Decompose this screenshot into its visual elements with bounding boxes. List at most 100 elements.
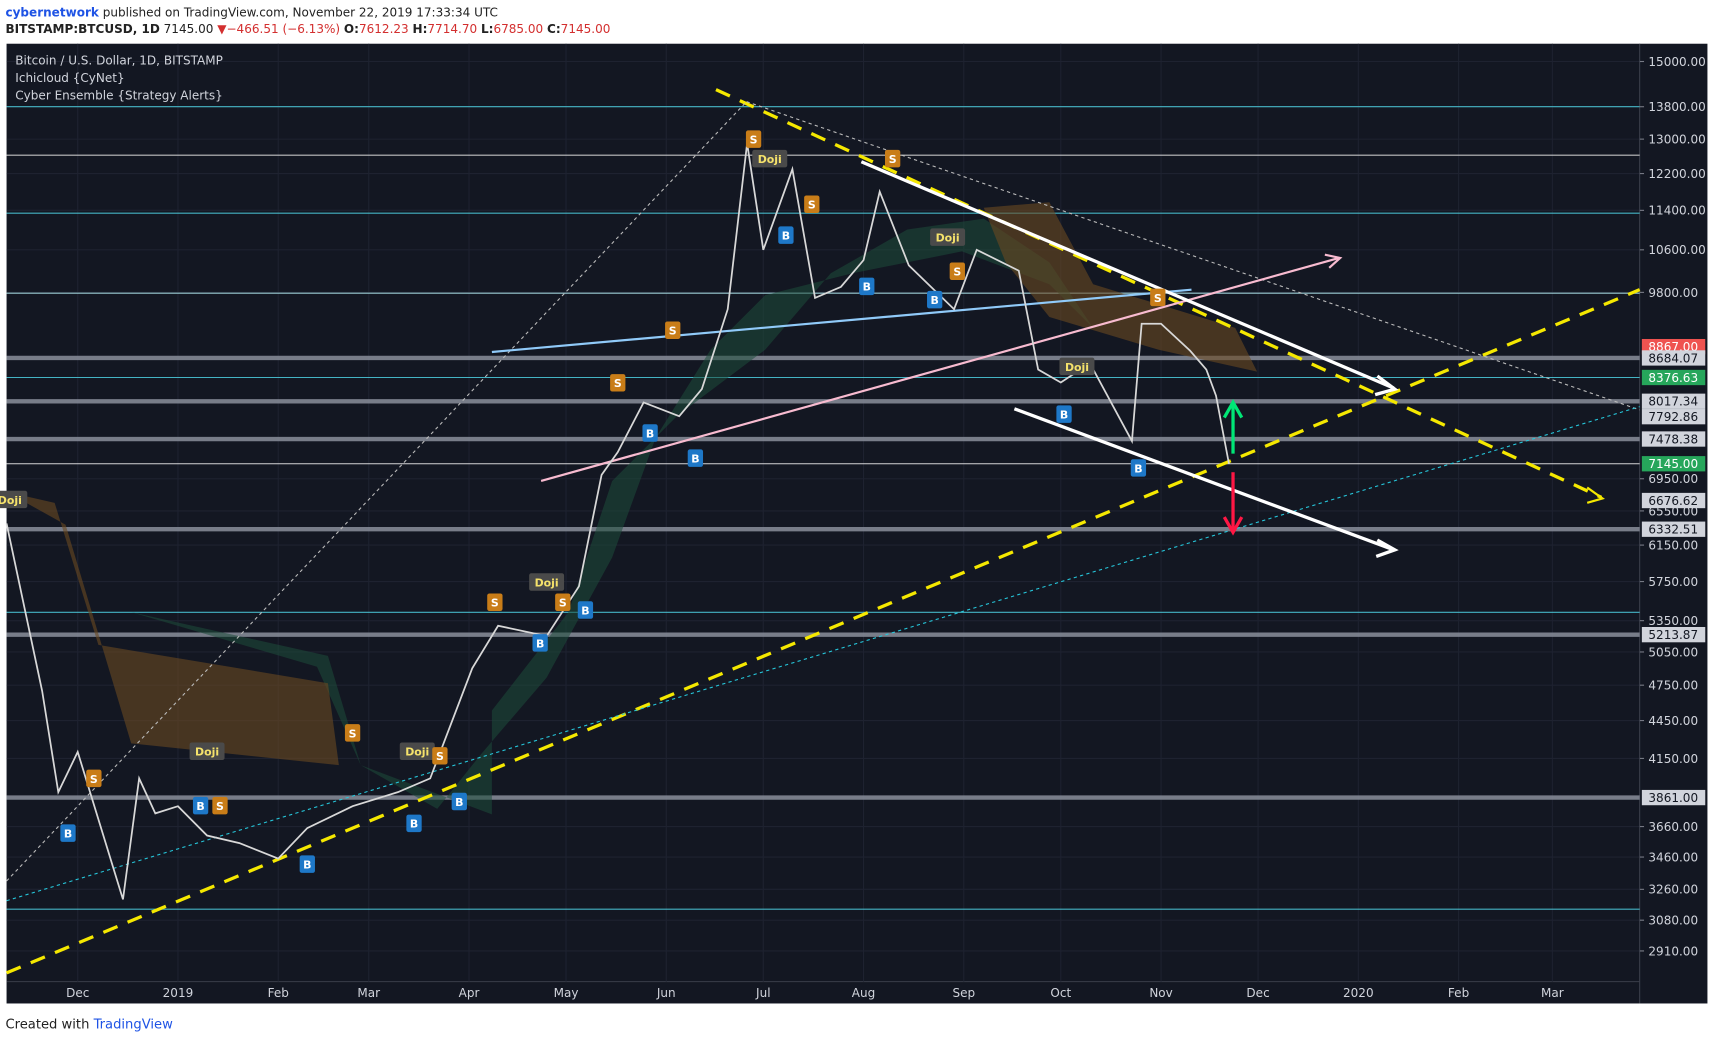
- price-tag: [1641, 350, 1706, 366]
- signal-badge: [752, 149, 788, 168]
- footer: Created with TradingView: [5, 1017, 172, 1032]
- c-label: C:: [547, 21, 561, 37]
- signal-badge: [212, 796, 228, 815]
- signal-label: Doji: [405, 746, 429, 759]
- signal-label: B: [782, 230, 790, 243]
- signal-badge: [555, 593, 571, 611]
- price-tag: [1641, 393, 1706, 409]
- signal-label: S: [669, 325, 677, 338]
- y-tick-label: 3260.00: [1648, 883, 1698, 897]
- arrow: ▼: [217, 21, 227, 37]
- y-tick-label: 11400.00: [1648, 204, 1705, 218]
- arrow-head: [1586, 486, 1605, 504]
- channel-line: [860, 160, 1395, 390]
- signal-label: S: [90, 773, 98, 786]
- signal-label: B: [64, 828, 72, 841]
- signal-label: S: [889, 153, 897, 166]
- signal-badge: [432, 747, 448, 765]
- y-tick-label: 5750.00: [1648, 575, 1698, 589]
- signal-label: S: [349, 727, 357, 740]
- low: 6785.00: [493, 21, 544, 37]
- signal-label: S: [1154, 292, 1162, 305]
- price-tag: [1641, 521, 1706, 537]
- trend-line: [540, 256, 1340, 483]
- x-tick-label: Feb: [1448, 986, 1469, 1000]
- signal-badge: [577, 601, 594, 619]
- signal-badge: [192, 796, 209, 815]
- signal-label: B: [1134, 462, 1142, 475]
- signal-label: Doji: [758, 153, 782, 166]
- signal-badge: [927, 290, 943, 309]
- arrow-head: [1222, 398, 1244, 419]
- signal-badge: [949, 262, 965, 280]
- close: 7145.00: [560, 21, 611, 37]
- y-tick-label: 6150.00: [1648, 538, 1698, 552]
- signal-label: B: [455, 796, 463, 809]
- brand[interactable]: TradingView: [93, 1016, 173, 1032]
- published: published on TradingView.com, November 2…: [102, 5, 498, 20]
- signal-badge: [859, 277, 875, 296]
- cloud-brown: [6, 202, 1258, 766]
- dashed-line: [6, 101, 747, 882]
- author[interactable]: cybernetwork: [5, 5, 99, 20]
- signal-label: Doji: [535, 576, 559, 589]
- signal-badge: [687, 449, 704, 467]
- y-tick-label: 2910.00: [1648, 944, 1698, 958]
- signal-label: B: [646, 427, 654, 440]
- symbol: BITSTAMP:BTCUSD, 1D: [5, 21, 160, 37]
- x-tick-label: Feb: [268, 986, 289, 1000]
- price-tag-label: 8376.63: [1648, 371, 1698, 385]
- price-tag: [1641, 492, 1706, 509]
- signal-badge: [1130, 459, 1147, 477]
- legend-indicator: Cyber Ensemble {Strategy Alerts}: [15, 88, 222, 102]
- signal-badge: [344, 724, 361, 742]
- x-tick-label: Aug: [852, 986, 875, 1000]
- price-tag-label: 7145.00: [1648, 457, 1698, 471]
- price-tag-label: 6332.51: [1648, 523, 1698, 537]
- signal-badge: [1150, 288, 1166, 307]
- x-tick-label: Jun: [656, 986, 676, 1000]
- signal-badge: [487, 593, 503, 611]
- price-tag: [1641, 431, 1706, 447]
- x-tick-label: Nov: [1149, 986, 1172, 1000]
- x-tick-label: Mar: [1541, 986, 1564, 1000]
- y-tick-label: 5350.00: [1648, 614, 1698, 628]
- price-tag-label: 7792.86: [1648, 410, 1698, 424]
- chart-bg: [6, 43, 1708, 1004]
- signal-badge: [884, 149, 901, 168]
- y-tick-label: 13000.00: [1648, 132, 1705, 146]
- y-tick-label: 3660.00: [1648, 820, 1698, 834]
- y-tick-label: 3080.00: [1648, 914, 1698, 928]
- signal-badge: [804, 195, 820, 213]
- last: 7145.00: [163, 21, 214, 37]
- signal-badge: [778, 226, 794, 244]
- x-tick-label: Dec: [1246, 986, 1269, 1000]
- open: 7612.23: [358, 21, 409, 37]
- price-tag-label: 8017.34: [1648, 395, 1698, 409]
- x-tick-label: May: [554, 986, 579, 1000]
- trend-line: [491, 288, 1192, 354]
- y-tick-label: 4450.00: [1648, 714, 1698, 728]
- created-with: Created with: [5, 1016, 90, 1032]
- signal-badge: [189, 742, 225, 761]
- l-label: L:: [480, 21, 494, 37]
- signal-badge: [299, 855, 315, 873]
- grid: [6, 43, 1640, 982]
- signal-badge: [610, 374, 626, 392]
- signal-label: S: [216, 800, 224, 813]
- legend-indicator: Ichicloud {CyNet}: [15, 71, 124, 85]
- signal-label: B: [410, 818, 418, 831]
- axes: 15000.00 13800.00 13000.00 12200.00 11400.00…: [66, 55, 1706, 1000]
- signal-badge: [1056, 405, 1072, 423]
- signal-label: B: [303, 859, 311, 872]
- channel-line: [1013, 407, 1395, 552]
- x-tick-label: Sep: [952, 986, 975, 1000]
- signal-label: S: [750, 133, 758, 146]
- signal-label: S: [491, 597, 499, 610]
- signal-badge: [642, 424, 658, 442]
- y-tick-label: 5050.00: [1648, 645, 1698, 659]
- signal-badge: [60, 824, 76, 842]
- y-tick-label: 13800.00: [1648, 100, 1705, 114]
